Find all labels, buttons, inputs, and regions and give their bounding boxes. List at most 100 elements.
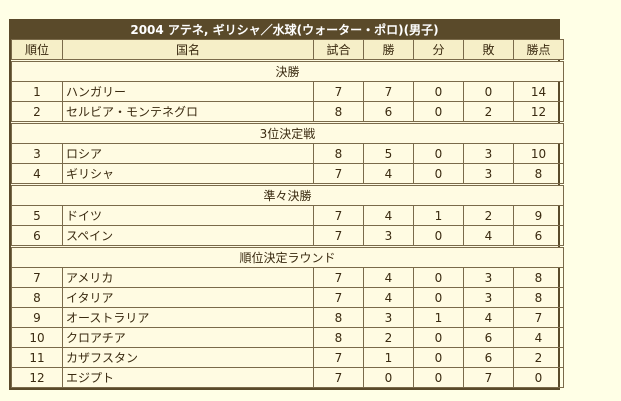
played-cell: 8 [313, 327, 364, 348]
rank-cell: 5 [11, 205, 63, 226]
played-cell: 8 [313, 307, 364, 328]
drawn-cell: 0 [413, 267, 464, 288]
header-played: 試合 [313, 39, 364, 61]
played-cell: 7 [313, 267, 364, 288]
drawn-cell: 0 [413, 101, 464, 123]
section-row: 3位決定戦 [11, 121, 564, 144]
table-row: 2 セルビア・モンテネグロ 8 6 0 2 12 [11, 101, 564, 123]
played-cell: 7 [313, 347, 364, 368]
points-cell: 8 [513, 163, 564, 185]
country-cell: ハンガリー [62, 81, 314, 102]
points-cell: 12 [513, 101, 564, 123]
table-row: 5 ドイツ 7 4 1 2 9 [11, 205, 564, 226]
country-cell: ロシア [62, 143, 314, 164]
table-title: 2004 アテネ, ギリシャ／水球(ウォーター・ポロ)(男子) [11, 21, 558, 39]
drawn-cell: 1 [413, 307, 464, 328]
lost-cell: 4 [463, 225, 514, 247]
played-cell: 7 [313, 287, 364, 308]
lost-cell: 3 [463, 287, 514, 308]
played-cell: 7 [313, 163, 364, 185]
drawn-cell: 0 [413, 225, 464, 247]
section-label: 準々決勝 [11, 183, 564, 206]
country-cell: イタリア [62, 287, 314, 308]
points-cell: 9 [513, 205, 564, 226]
rank-cell: 3 [11, 143, 63, 164]
drawn-cell: 0 [413, 327, 464, 348]
points-cell: 7 [513, 307, 564, 328]
drawn-cell: 0 [413, 143, 464, 164]
played-cell: 7 [313, 205, 364, 226]
header-drawn: 分 [413, 39, 464, 61]
rank-cell: 10 [11, 327, 63, 348]
table-row: 7 アメリカ 7 4 0 3 8 [11, 267, 564, 288]
rank-cell: 1 [11, 81, 63, 102]
played-cell: 7 [313, 367, 364, 388]
won-cell: 3 [363, 307, 414, 328]
rank-cell: 9 [11, 307, 63, 328]
country-cell: セルビア・モンテネグロ [62, 101, 314, 123]
rank-cell: 8 [11, 287, 63, 308]
table-row: 9 オーストラリア 8 3 1 4 7 [11, 307, 564, 328]
played-cell: 7 [313, 81, 364, 102]
rank-cell: 2 [11, 101, 63, 123]
won-cell: 1 [363, 347, 414, 368]
won-cell: 4 [363, 267, 414, 288]
rank-cell: 6 [11, 225, 63, 247]
lost-cell: 0 [463, 81, 514, 102]
drawn-cell: 0 [413, 287, 464, 308]
country-cell: ギリシャ [62, 163, 314, 185]
won-cell: 3 [363, 225, 414, 247]
played-cell: 7 [313, 225, 364, 247]
section-row: 順位決定ラウンド [11, 245, 564, 268]
rank-cell: 11 [11, 347, 63, 368]
won-cell: 4 [363, 163, 414, 185]
won-cell: 7 [363, 81, 414, 102]
header-lost: 敗 [463, 39, 514, 61]
points-cell: 2 [513, 347, 564, 368]
table-row: 3 ロシア 8 5 0 3 10 [11, 143, 564, 164]
country-cell: エジプト [62, 367, 314, 388]
rank-cell: 4 [11, 163, 63, 185]
table-row: 10 クロアチア 8 2 0 6 4 [11, 327, 564, 348]
country-cell: オーストラリア [62, 307, 314, 328]
played-cell: 8 [313, 101, 364, 123]
points-cell: 0 [513, 367, 564, 388]
table-row: 8 イタリア 7 4 0 3 8 [11, 287, 564, 308]
header-points: 勝点 [513, 39, 564, 61]
lost-cell: 3 [463, 163, 514, 185]
drawn-cell: 0 [413, 163, 464, 185]
won-cell: 5 [363, 143, 414, 164]
drawn-cell: 1 [413, 205, 464, 226]
lost-cell: 2 [463, 101, 514, 123]
header-rank: 順位 [11, 39, 63, 61]
lost-cell: 4 [463, 307, 514, 328]
country-cell: スペイン [62, 225, 314, 247]
won-cell: 0 [363, 367, 414, 388]
rank-cell: 12 [11, 367, 63, 388]
rank-cell: 7 [11, 267, 63, 288]
section-label: 3位決定戦 [11, 121, 564, 144]
drawn-cell: 0 [413, 81, 464, 102]
table-row: 11 カザフスタン 7 1 0 6 2 [11, 347, 564, 368]
won-cell: 4 [363, 205, 414, 226]
points-cell: 10 [513, 143, 564, 164]
section-row: 決勝 [11, 59, 564, 82]
won-cell: 4 [363, 287, 414, 308]
table-row: 6 スペイン 7 3 0 4 6 [11, 225, 564, 247]
country-cell: ドイツ [62, 205, 314, 226]
points-cell: 8 [513, 287, 564, 308]
section-label: 決勝 [11, 59, 564, 82]
results-table-container: 2004 アテネ, ギリシャ／水球(ウォーター・ポロ)(男子) 順位 国名 試合… [9, 19, 564, 390]
points-cell: 6 [513, 225, 564, 247]
header-row: 順位 国名 試合 勝 分 敗 勝点 [11, 39, 564, 61]
points-cell: 14 [513, 81, 564, 102]
header-won: 勝 [363, 39, 414, 61]
drawn-cell: 0 [413, 347, 464, 368]
lost-cell: 6 [463, 327, 514, 348]
won-cell: 6 [363, 101, 414, 123]
table-row: 12 エジプト 7 0 0 7 0 [11, 367, 564, 388]
lost-cell: 3 [463, 267, 514, 288]
section-label: 順位決定ラウンド [11, 245, 564, 268]
played-cell: 8 [313, 143, 364, 164]
points-cell: 8 [513, 267, 564, 288]
